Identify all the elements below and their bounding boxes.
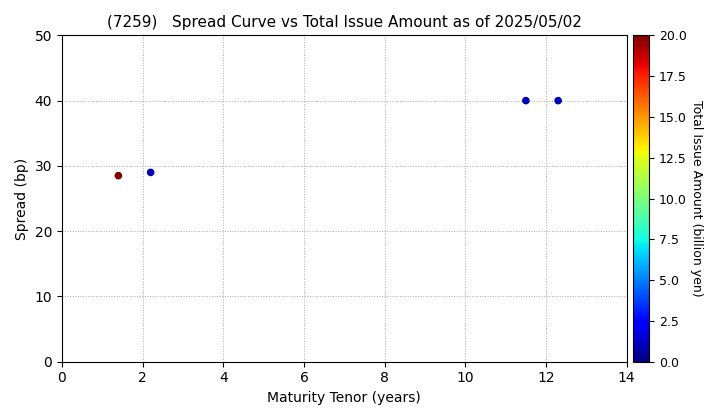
Point (520, 97, 531, 104)
Point (552, 97, 564, 104)
Y-axis label: Total Issue Amount (billion yen): Total Issue Amount (billion yen) (690, 100, 703, 297)
X-axis label: Maturity Tenor (years): Maturity Tenor (years) (267, 391, 421, 405)
Point (112, 172, 124, 179)
Point (145, 169, 156, 176)
Title: (7259)   Spread Curve vs Total Issue Amount as of 2025/05/02: (7259) Spread Curve vs Total Issue Amoun… (107, 15, 582, 30)
Y-axis label: Spread (bp): Spread (bp) (15, 158, 29, 239)
